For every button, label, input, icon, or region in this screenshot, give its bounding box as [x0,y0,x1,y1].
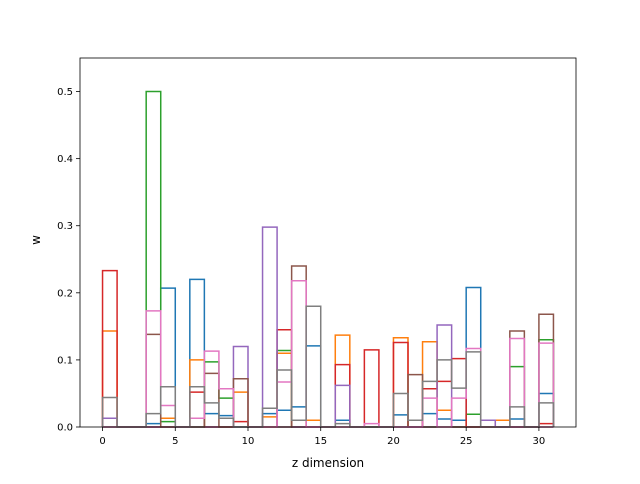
y-axis-label: w [29,235,43,245]
x-tick-label: 30 [533,436,546,447]
x-axis-label: z dimension [292,456,364,470]
x-tick-label: 10 [242,436,255,447]
x-tick-label: 15 [314,436,327,447]
axes-layer: 0 5 10 15 20 25 30 0.0 0.1 0.2 0.3 0.4 0.5 [57,57,577,447]
y-tick-label: 0.2 [57,288,73,299]
y-tick-label: 0.1 [57,355,73,366]
plot-frame [79,57,577,428]
x-tick-label: 20 [387,436,400,447]
x-tick-label: 5 [172,436,178,447]
x-tick-label: 0 [99,436,105,447]
y-tick-label: 0.5 [57,87,73,98]
y-tick-label: 0.3 [57,221,73,232]
x-tick-label: 25 [460,436,473,447]
y-tick-label: 0.0 [57,423,73,434]
y-tick-label: 0.4 [57,154,73,165]
